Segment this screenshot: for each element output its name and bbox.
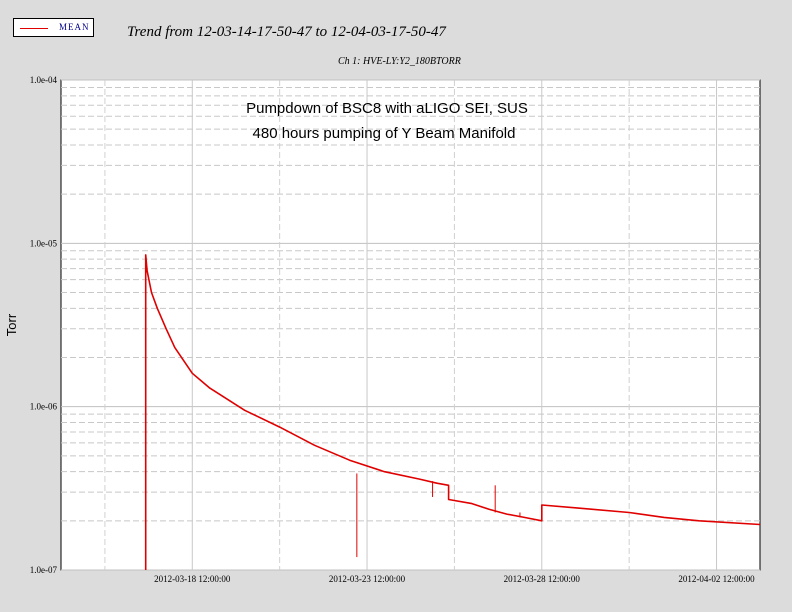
x-tick-label: 2012-04-02 12:00:00 — [678, 574, 755, 584]
legend: MEAN — [13, 18, 94, 37]
channel-label: Ch 1: HVE-LY:Y2_180BTORR — [338, 56, 461, 67]
x-tick-label: 2012-03-23 12:00:00 — [329, 574, 406, 584]
annotation-1: Pumpdown of BSC8 with aLIGO SEI, SUS — [246, 100, 528, 117]
series-line-mean — [144, 254, 761, 570]
x-axis: 2012-03-18 12:00:00 2012-03-23 12:00:00 20… — [154, 574, 755, 584]
legend-line-swatch — [20, 28, 48, 29]
trend-title: Trend from 12-03-14-17-50-47 to 12-04-03… — [127, 24, 446, 40]
y-axis: 1.0e-04 1.0e-05 1.0e-06 1.0e-07 — [30, 75, 58, 575]
x-tick-label: 2012-03-18 12:00:00 — [154, 574, 231, 584]
y-tick-label: 1.0e-04 — [30, 75, 58, 85]
grid — [61, 79, 760, 571]
x-tick-label: 2012-03-28 12:00:00 — [504, 574, 581, 584]
y-tick-label: 1.0e-05 — [30, 238, 58, 248]
y-axis-label: Torr — [4, 313, 19, 336]
plot-area — [60, 79, 761, 571]
y-tick-label: 1.0e-07 — [30, 565, 58, 575]
annotation-2: 480 hours pumping of Y Beam Manifold — [253, 125, 516, 142]
y-tick-label: 1.0e-06 — [30, 402, 58, 412]
legend-label: MEAN — [59, 22, 90, 32]
series-group — [144, 254, 761, 570]
